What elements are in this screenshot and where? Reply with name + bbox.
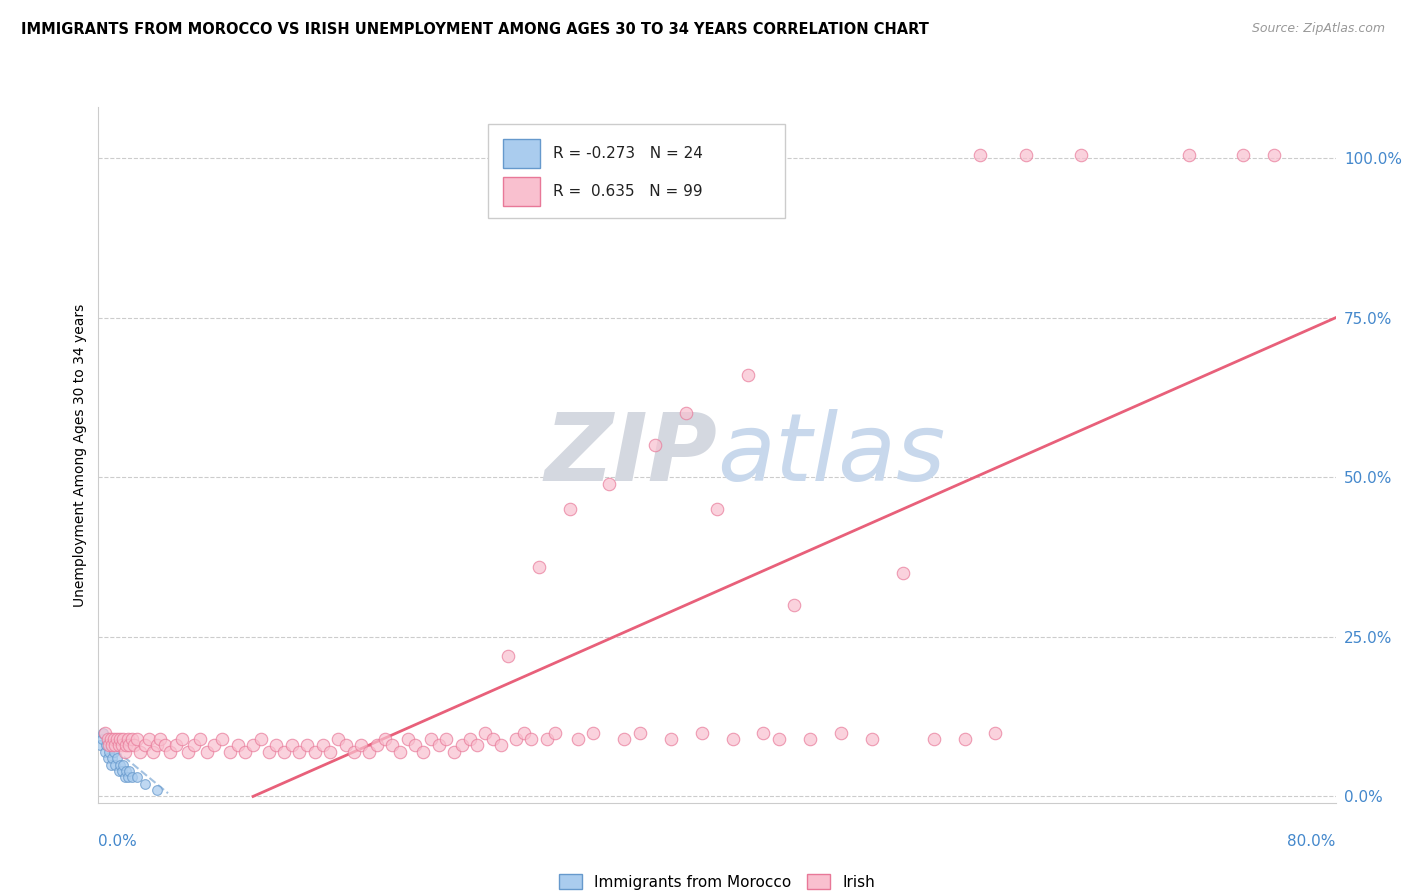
Text: Source: ZipAtlas.com: Source: ZipAtlas.com	[1251, 22, 1385, 36]
Text: ZIP: ZIP	[544, 409, 717, 501]
Text: IMMIGRANTS FROM MOROCCO VS IRISH UNEMPLOYMENT AMONG AGES 30 TO 34 YEARS CORRELAT: IMMIGRANTS FROM MOROCCO VS IRISH UNEMPLO…	[21, 22, 929, 37]
Y-axis label: Unemployment Among Ages 30 to 34 years: Unemployment Among Ages 30 to 34 years	[73, 303, 87, 607]
FancyBboxPatch shape	[488, 124, 785, 219]
Text: 0.0%: 0.0%	[98, 834, 138, 849]
FancyBboxPatch shape	[503, 139, 540, 169]
Text: R =  0.635   N = 99: R = 0.635 N = 99	[553, 184, 702, 199]
Text: R = -0.273   N = 24: R = -0.273 N = 24	[553, 146, 703, 161]
Legend: Immigrants from Morocco, Irish: Immigrants from Morocco, Irish	[553, 868, 882, 892]
Text: 80.0%: 80.0%	[1288, 834, 1336, 849]
FancyBboxPatch shape	[503, 177, 540, 206]
Text: atlas: atlas	[717, 409, 945, 500]
